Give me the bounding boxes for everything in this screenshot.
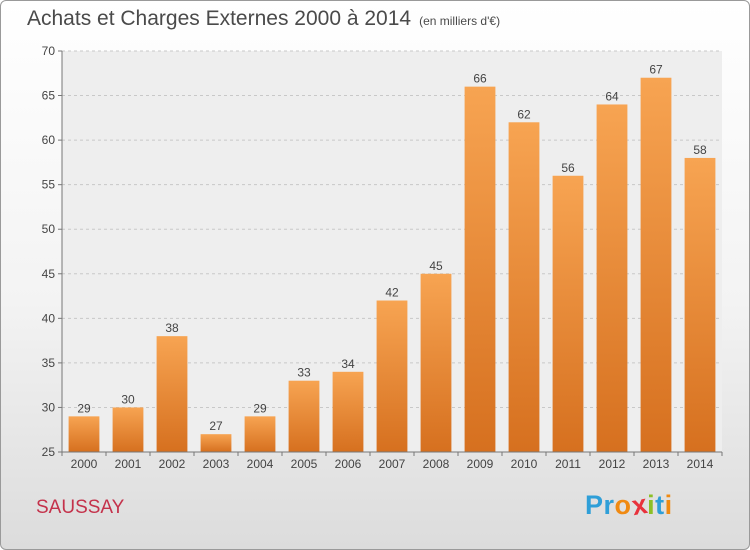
- y-axis: 25 30 35 40 45 50 55 60 65 70: [42, 44, 63, 459]
- x-tick-label: 2007: [379, 457, 406, 471]
- chart-subtitle: (en milliers d'€): [419, 14, 501, 28]
- logo-letter: t: [655, 490, 665, 520]
- bar-2012: [596, 104, 628, 452]
- x-tick-label: 2013: [643, 457, 670, 471]
- bar-value-label: 64: [605, 89, 619, 103]
- chart-title-block: Achats et Charges Externes 2000 à 2014 (e…: [27, 7, 500, 31]
- city-name: SAUSSAY: [36, 497, 125, 518]
- bar-2011: [552, 175, 584, 452]
- bar-2004: [244, 416, 276, 452]
- x-tick-label: 2006: [335, 457, 362, 471]
- y-tick-label: 65: [42, 89, 56, 103]
- x-tick-label: 2000: [71, 457, 98, 471]
- bar-value-label: 27: [209, 419, 223, 433]
- x-tick-label: 2004: [247, 457, 274, 471]
- bar-2013: [640, 77, 672, 452]
- y-tick-label: 25: [42, 445, 56, 459]
- logo-letter: r: [603, 490, 615, 520]
- x-tick-label: 2005: [291, 457, 318, 471]
- bar-value-label: 29: [77, 401, 91, 415]
- bar-value-label: 45: [429, 259, 443, 273]
- bar-value-label: 30: [121, 392, 135, 406]
- x-tick-label: 2009: [467, 457, 494, 471]
- bar-2008: [420, 273, 452, 452]
- bar-2001: [112, 407, 144, 452]
- chart-title: Achats et Charges Externes 2000 à 2014: [27, 7, 412, 30]
- bar-value-label: 66: [473, 72, 487, 86]
- y-tick-label: 40: [42, 311, 56, 325]
- x-tick-label: 2012: [599, 457, 626, 471]
- x-tick-label: 2003: [203, 457, 230, 471]
- x-tick-label: 2001: [115, 457, 142, 471]
- x-tick-label: 2008: [423, 457, 450, 471]
- proxiti-logo: Proxiti: [585, 489, 673, 521]
- y-tick-label: 55: [42, 178, 56, 192]
- y-tick-label: 45: [42, 267, 56, 281]
- bar-2009: [464, 86, 496, 453]
- bar-value-label: 62: [517, 107, 531, 121]
- bar-2014: [684, 157, 716, 452]
- y-tick-label: 35: [42, 356, 56, 370]
- bar-value-label: 33: [297, 366, 311, 380]
- bar-value-label: 67: [649, 63, 663, 77]
- bar-value-label: 56: [561, 161, 575, 175]
- bar-value-label: 58: [693, 143, 707, 157]
- y-tick-label: 60: [42, 133, 56, 147]
- y-tick-label: 70: [42, 44, 56, 58]
- bar-value-label: 34: [341, 357, 355, 371]
- bar-2002: [156, 336, 188, 452]
- bar-value-label: 29: [253, 401, 267, 415]
- logo-letter: o: [614, 490, 632, 520]
- bar-value-label: 38: [165, 321, 179, 335]
- bars: 29 30 38 27 29 33 34 42 45 66 62 56 64 67 58: [68, 63, 716, 453]
- x-tick-label: 2011: [555, 457, 581, 471]
- logo-letter: i: [664, 490, 673, 520]
- bar-2005: [288, 380, 320, 452]
- x-tick-label: 2010: [511, 457, 538, 471]
- y-tick-label: 50: [42, 222, 56, 236]
- y-tick-label: 30: [42, 400, 56, 414]
- x-tick-label: 2002: [159, 457, 186, 471]
- bar-2010: [508, 122, 540, 453]
- x-axis: 2000 2001 2002 2003 2004 2005 2006 2007 2008 2009…: [61, 451, 723, 471]
- logo-letter: i: [647, 490, 656, 520]
- bar-2003: [200, 434, 232, 452]
- bar-2007: [376, 300, 408, 452]
- x-tick-label: 2014: [687, 457, 714, 471]
- bar-value-label: 42: [385, 286, 399, 300]
- bar-2000: [68, 416, 100, 452]
- bar-2006: [332, 371, 364, 452]
- logo-letter: P: [585, 490, 604, 520]
